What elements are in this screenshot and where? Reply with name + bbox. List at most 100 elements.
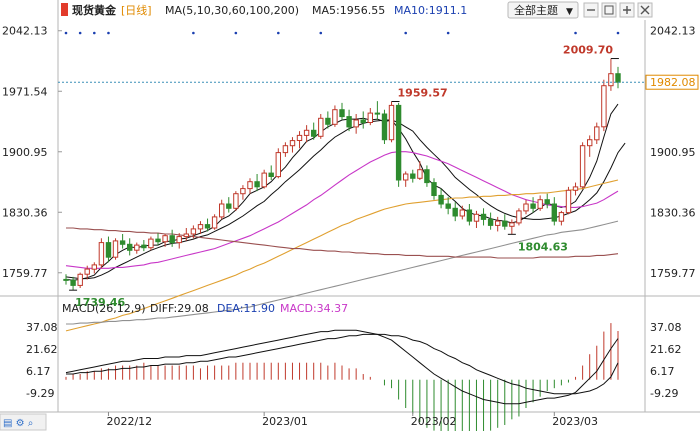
event-dot — [446, 31, 450, 35]
theme-selector[interactable]: 全部主题 ▼ — [507, 1, 579, 19]
candle-down — [530, 203, 536, 209]
candle-down — [254, 181, 260, 188]
candle-up — [296, 134, 303, 141]
candle-down — [119, 240, 126, 245]
candle-up — [388, 104, 395, 141]
candle-up — [601, 85, 607, 128]
candle-up — [247, 181, 253, 190]
corner-label[interactable]: ▤ ⚙ ⌕ — [3, 418, 33, 429]
candle-up — [176, 236, 182, 244]
x-tick-label: 2023/01 — [262, 415, 308, 428]
candle-up — [516, 210, 522, 224]
candle-down — [346, 116, 352, 128]
candle-up — [183, 233, 190, 238]
theme-button-label[interactable]: 全部主题 — [514, 3, 558, 17]
price-axis-left: 2042.13 1971.54 1900.95 1830.36 1759.77 — [2, 25, 48, 280]
price-axis-right: 2042.13 1900.95 1830.36 1759.77 — [650, 25, 696, 280]
ma-line-ma60 — [65, 179, 619, 332]
theme-button-box[interactable] — [507, 1, 579, 19]
candle-up — [190, 228, 197, 235]
macd-lines — [65, 329, 619, 405]
candle-up — [523, 203, 529, 212]
candle-up — [403, 173, 409, 181]
price-annotations: 1959.57 2009.70 1804.63 1739.46 — [69, 44, 619, 309]
candle-up — [303, 129, 310, 136]
candle-up — [353, 119, 359, 128]
candle-down — [395, 104, 402, 181]
candle-down — [502, 220, 508, 227]
candle-down — [551, 203, 557, 222]
corner-toolbar[interactable]: ▤ ⚙ ⌕ — [0, 413, 47, 431]
price-annotation: 1804.63 — [518, 240, 568, 253]
candle-up — [197, 224, 204, 230]
candle-up — [134, 244, 140, 251]
candle-down — [127, 243, 133, 251]
period-label[interactable]: [日线] — [121, 3, 152, 17]
event-dot — [78, 31, 82, 35]
macd-histogram-value: MACD:34.37 — [280, 302, 348, 315]
candle-down — [311, 129, 317, 137]
event-dot — [192, 31, 195, 35]
instrument-name: 现货黄金 — [72, 3, 117, 17]
y-tick-label-left: 1830.36 — [2, 206, 48, 219]
close-icon — [640, 5, 650, 15]
x-tick-label: 2023/03 — [552, 415, 598, 428]
candle-down — [615, 73, 621, 83]
ma5-value: MA5:1956.55 — [312, 4, 385, 17]
candle-up — [282, 145, 289, 154]
event-dot — [64, 31, 68, 35]
event-dot — [319, 31, 323, 35]
candle-down — [445, 203, 451, 209]
event-dot — [107, 31, 110, 35]
chevron-down-icon[interactable]: ▼ — [566, 7, 573, 17]
candle-up — [594, 126, 600, 141]
event-dot — [404, 31, 407, 35]
candle-down — [424, 169, 430, 184]
ma10-value: MA10:1911.1 — [394, 4, 467, 17]
macd-tick-label-right: 6.17 — [650, 365, 675, 378]
candle-down — [204, 224, 211, 229]
ma-line-ma30 — [65, 151, 619, 269]
candle-up — [162, 235, 168, 243]
last-price-marker: 1982.08 — [58, 74, 699, 90]
event-dot — [574, 31, 577, 35]
event-dot — [616, 31, 620, 35]
x-axis: 2022/12 2023/01 2023/02 2023/03 — [106, 412, 598, 428]
plus-icon — [623, 6, 631, 14]
last-price-box — [645, 74, 699, 90]
candle-up — [98, 242, 105, 266]
candle-up — [565, 189, 572, 214]
last-price-value: 1982.08 — [650, 76, 696, 89]
candlesticks[interactable] — [63, 58, 621, 291]
macd-tick-label-left: 6.17 — [26, 365, 51, 378]
y-tick-label-left: 2042.13 — [2, 25, 48, 38]
moving-average-lines — [65, 103, 626, 332]
candle-down — [374, 112, 381, 115]
window-controls[interactable] — [583, 2, 653, 18]
ma-line-ma10 — [65, 119, 626, 280]
y-tick-label-right: 1759.77 — [650, 267, 696, 280]
candle-up — [84, 268, 90, 275]
maximize-button[interactable] — [601, 2, 617, 18]
y-tick-label-left: 1900.95 — [2, 146, 48, 159]
candle-down — [70, 279, 76, 286]
candle-down — [268, 172, 274, 178]
candle-down — [339, 109, 345, 118]
event-dot — [93, 31, 96, 35]
candle-up — [332, 109, 338, 125]
candle-up — [91, 264, 97, 270]
event-dot — [277, 31, 280, 35]
macd-tick-label-left: -9.29 — [26, 387, 54, 400]
chart-header: 现货黄金 [日线] MA(5,10,30,60,100,200) MA5:195… — [61, 3, 467, 17]
price-annotation: 2009.70 — [563, 44, 613, 57]
candle-down — [141, 244, 147, 249]
candle-up — [275, 152, 282, 178]
candle-down — [360, 119, 366, 124]
corner-box[interactable] — [0, 413, 47, 431]
candle-down — [169, 235, 175, 244]
x-tick-label: 2022/12 — [106, 415, 152, 428]
price-grid — [58, 30, 620, 274]
candle-up — [587, 139, 593, 147]
macd-dea-value: DEA:11.90 — [217, 302, 275, 315]
